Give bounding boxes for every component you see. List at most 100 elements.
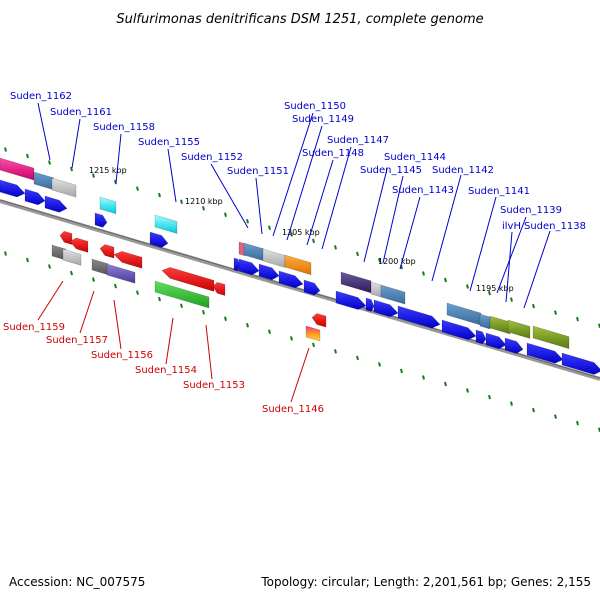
forward-gene-arrow[interactable]	[475, 329, 487, 345]
tick-mark	[378, 362, 381, 367]
forward-gene[interactable]	[380, 284, 406, 305]
forward-gene-arrow[interactable]	[258, 263, 280, 281]
tick-mark	[312, 342, 315, 348]
scale-label-1205: 1205 kbp	[282, 228, 320, 237]
tick-mark	[488, 394, 491, 400]
tick-mark	[334, 245, 337, 250]
reverse-gene[interactable]	[113, 251, 143, 269]
forward-gene[interactable]	[33, 171, 55, 191]
accession-text: Accession: NC_007575	[9, 575, 145, 589]
gene-label-suden-1162[interactable]: Suden_1162	[10, 91, 72, 102]
tick-mark	[312, 238, 315, 244]
forward-gene-arrow[interactable]	[373, 299, 399, 318]
tick-mark	[268, 225, 271, 231]
gene-label-suden-1146[interactable]: Suden_1146	[262, 404, 324, 415]
gene-label-suden-1145[interactable]: Suden_1145	[360, 165, 422, 176]
forward-gene-arrow[interactable]	[238, 258, 260, 276]
tick-mark	[26, 257, 29, 263]
forward-gene[interactable]	[0, 157, 35, 181]
forward-gene[interactable]	[507, 319, 531, 339]
tick-mark	[290, 336, 293, 341]
forward-gene[interactable]	[154, 214, 178, 234]
forward-gene-arrow[interactable]	[24, 188, 46, 206]
gene-label-suden-1152[interactable]: Suden_1152	[181, 152, 243, 163]
tick-mark	[576, 316, 579, 322]
tick-mark	[532, 303, 535, 309]
forward-gene-arrow[interactable]	[365, 297, 375, 312]
reverse-gene[interactable]	[69, 237, 89, 253]
forward-gene-arrow[interactable]	[0, 179, 26, 198]
gene-label-suden-1151[interactable]: Suden_1151	[227, 166, 289, 177]
reverse-gene[interactable]	[59, 230, 73, 245]
forward-gene[interactable]	[370, 281, 382, 298]
forward-gene[interactable]	[340, 271, 372, 294]
forward-gene-arrow[interactable]	[149, 231, 169, 248]
tick-mark	[554, 310, 557, 315]
scale-label-1195: 1195 kbp	[476, 284, 514, 293]
gene-label-suden-1156[interactable]: Suden_1156	[91, 350, 153, 361]
tick-mark	[510, 401, 513, 406]
forward-gene[interactable]	[284, 254, 312, 276]
gene-label-suden-1147[interactable]: Suden_1147	[327, 135, 389, 146]
forward-gene-arrow[interactable]	[397, 305, 441, 329]
tick-mark	[158, 296, 161, 302]
tick-mark	[224, 316, 227, 321]
gene-label-suden-1143[interactable]: Suden_1143	[392, 185, 454, 196]
forward-gene-arrow[interactable]	[335, 290, 367, 310]
forward-gene[interactable]	[446, 302, 482, 326]
forward-gene[interactable]	[238, 241, 246, 257]
forward-gene[interactable]	[489, 315, 511, 335]
reverse-gene[interactable]	[161, 267, 215, 292]
forward-gene-arrow[interactable]	[441, 319, 477, 341]
forward-leader-lines	[37, 102, 551, 309]
gene-label-suden-1139[interactable]: Suden_1139	[500, 205, 562, 216]
gene-label-suden-1142[interactable]: Suden_1142	[432, 165, 494, 176]
forward-gene-arrow[interactable]	[561, 352, 600, 375]
reverse-gene[interactable]	[305, 325, 321, 342]
forward-gene-arrow[interactable]	[44, 195, 68, 213]
tick-mark	[48, 160, 51, 165]
forward-gene[interactable]	[262, 248, 286, 268]
gene-label-ilvh[interactable]: ilvH	[502, 221, 521, 232]
forward-gene-arrow[interactable]	[303, 279, 321, 296]
tick-mark	[378, 258, 381, 263]
reverse-gene[interactable]	[91, 258, 109, 276]
genome-summary-text: Topology: circular; Length: 2,201,561 bp…	[260, 575, 591, 589]
gene-label-suden-1141[interactable]: Suden_1141	[468, 186, 530, 197]
tick-mark	[422, 375, 425, 380]
reverse-gene[interactable]	[99, 244, 115, 259]
tick-mark	[356, 355, 359, 361]
reverse-gene[interactable]	[106, 263, 136, 284]
gene-label-suden-1149[interactable]: Suden_1149	[292, 114, 354, 125]
gene-label-suden-1150[interactable]: Suden_1150	[284, 101, 346, 112]
gene-label-suden-1144[interactable]: Suden_1144	[384, 152, 446, 163]
gene-label-suden-1159[interactable]: Suden_1159	[3, 322, 65, 333]
genome-backbone-edge	[0, 199, 600, 379]
gene-label-suden-1155[interactable]: Suden_1155	[138, 137, 200, 148]
gene-label-suden-1148[interactable]: Suden_1148	[302, 148, 364, 159]
tick-mark	[246, 323, 249, 328]
forward-gene-arrow[interactable]	[485, 332, 507, 350]
gene-label-suden-1157[interactable]: Suden_1157	[46, 335, 108, 346]
forward-gene-arrow[interactable]	[504, 337, 524, 354]
gene-label-suden-1138[interactable]: Suden_1138	[524, 221, 586, 232]
forward-gene[interactable]	[51, 177, 77, 198]
gene-label-suden-1153[interactable]: Suden_1153	[183, 380, 245, 391]
forward-gene-arrow[interactable]	[94, 212, 108, 228]
reverse-gene[interactable]	[154, 280, 210, 309]
forward-gene[interactable]	[243, 242, 265, 262]
forward-gene-arrow[interactable]	[526, 342, 564, 364]
reverse-leader-lines	[37, 280, 310, 403]
reverse-gene[interactable]	[212, 281, 226, 296]
forward-gene[interactable]	[532, 325, 570, 350]
forward-gene-arrow[interactable]	[278, 270, 304, 289]
forward-gene-arrow[interactable]	[233, 257, 241, 272]
gene-label-suden-1154[interactable]: Suden_1154	[135, 365, 197, 376]
gene-label-suden-1158[interactable]: Suden_1158	[93, 122, 155, 133]
reverse-gene[interactable]	[311, 313, 327, 328]
reverse-gene[interactable]	[62, 248, 82, 266]
forward-gene[interactable]	[479, 313, 491, 330]
forward-gene[interactable]	[99, 196, 117, 215]
gene-label-suden-1161[interactable]: Suden_1161	[50, 107, 112, 118]
